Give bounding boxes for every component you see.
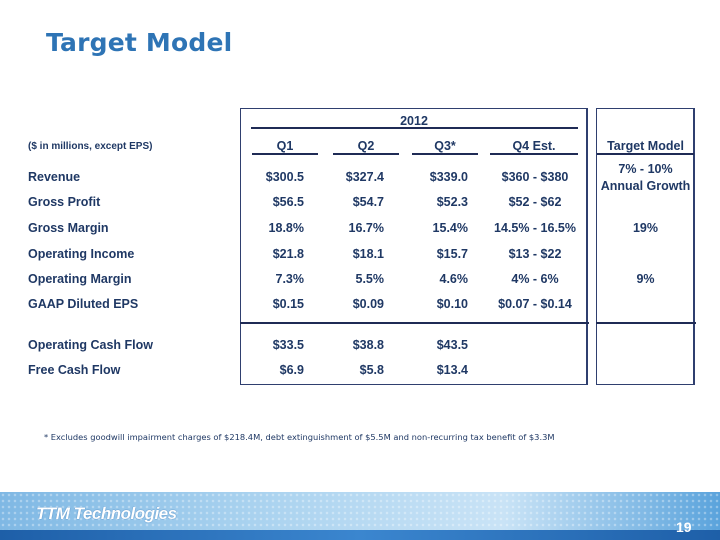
footer-band [0,492,720,540]
table-cell: $54.7 [352,195,384,209]
table-cell: 5.5% [355,272,385,286]
section-divider-target [596,322,696,324]
target-cell: 7% - 10% [618,162,673,176]
table-cell: 16.7% [348,221,384,235]
target-underline [597,153,694,155]
q4-underline [490,153,578,155]
table-cell: $56.5 [272,195,304,209]
table-cell: $5.8 [359,363,384,377]
table-cell: $339.0 [429,170,468,184]
year-header: 2012 [400,114,428,128]
col-header-q2: Q2 [357,139,375,153]
table-cell: 7.3% [275,272,305,286]
table-cell: $21.8 [272,247,304,261]
year-underline [251,127,578,129]
row-label: Gross Profit [28,195,101,209]
table-cell: $33.5 [272,338,304,352]
table-cell: 14.5% - 16.5% [494,221,576,235]
col-header-q1: Q1 [276,139,294,153]
table-cell: $13 - $22 [508,247,562,261]
table-cell: $18.1 [352,247,384,261]
table-cell: $52 - $62 [508,195,562,209]
table-cell: $0.09 [352,297,384,311]
footer-bar [0,530,720,540]
table-cell: 15.4% [432,221,468,235]
table-cell: $13.4 [436,363,468,377]
page-title: Target Model [46,28,233,57]
section-divider [240,322,589,324]
table-cell: $52.3 [436,195,468,209]
q3-underline [412,153,478,155]
units-note: ($ in millions, except EPS) [28,141,153,152]
quarterly-table-frame [240,108,588,385]
target-cell: 9% [636,272,655,286]
table-cell: $15.7 [436,247,468,261]
row-label: Operating Income [28,247,135,261]
row-label: Free Cash Flow [28,363,121,377]
target-cell-line2: Annual Growth [600,179,691,193]
row-label: Gross Margin [28,221,109,235]
page-number: 19 [676,519,692,535]
row-label: GAAP Diluted EPS [28,297,139,311]
table-cell: $38.8 [352,338,384,352]
col-header-target: Target Model [607,139,684,153]
table-cell: 4% - 6% [511,272,559,286]
table-cell: $0.15 [272,297,304,311]
target-model-frame [596,108,695,385]
table-cell: $43.5 [436,338,468,352]
table-cell: $327.4 [345,170,384,184]
company-logo: TTM Technologies [36,504,177,523]
target-cell: 19% [632,221,659,235]
table-cell: $300.5 [265,170,304,184]
table-cell: $0.10 [436,297,468,311]
col-header-q4: Q4 Est. [512,139,556,153]
row-label: Revenue [28,170,81,184]
row-label: Operating Margin [28,272,132,286]
table-cell: $0.07 - $0.14 [498,297,572,311]
footnote: * Excludes goodwill impairment charges o… [44,432,555,442]
col-header-q3: Q3* [434,139,456,153]
table-cell: 4.6% [439,272,469,286]
table-cell: $6.9 [279,363,304,377]
row-label: Operating Cash Flow [28,338,154,352]
q2-underline [333,153,399,155]
table-cell: 18.8% [268,221,304,235]
q1-underline [252,153,318,155]
table-cell: $360 - $380 [501,170,569,184]
